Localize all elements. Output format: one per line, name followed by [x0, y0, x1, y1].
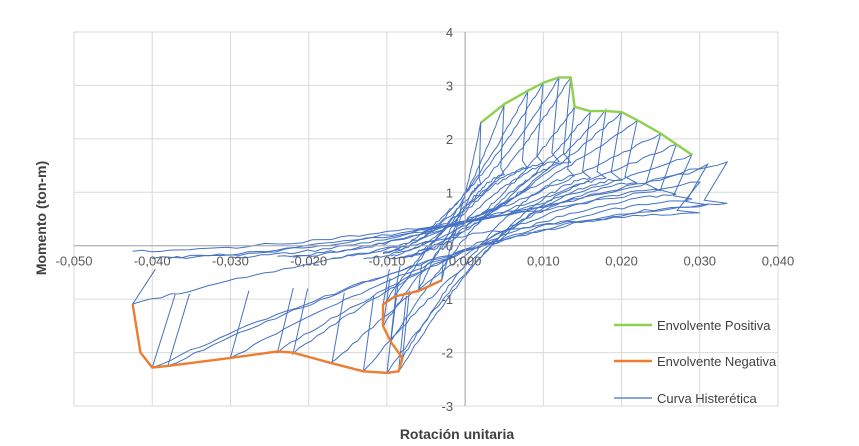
legend-label: Envolvente Negativa — [657, 354, 777, 369]
hysteresis-loop — [151, 161, 729, 369]
x-tick-label: 0,010 — [527, 254, 560, 269]
series-curva-histeretica — [131, 76, 729, 375]
axes — [74, 32, 778, 406]
x-tick-label: -0,010 — [368, 254, 405, 269]
y-tick-label: -2 — [442, 346, 454, 361]
y-tick-label: 4 — [446, 25, 453, 40]
y-tick-label: 3 — [446, 78, 453, 93]
y-tick-label: -3 — [442, 399, 454, 414]
y-tick-label: 2 — [446, 132, 453, 147]
hysteresis-loop — [362, 111, 623, 373]
hysteresis-loop — [276, 143, 678, 354]
x-tick-label: 0,030 — [684, 254, 717, 269]
series-envolvente-negativa — [131, 279, 443, 375]
x-tick-label: 0,040 — [762, 254, 795, 269]
legend-label: Curva Histerética — [657, 391, 757, 406]
y-tick-label: 0 — [446, 239, 453, 254]
x-tick-label: -0,020 — [290, 254, 327, 269]
legend-label: Envolvente Positiva — [657, 318, 771, 333]
x-tick-label: -0,040 — [134, 254, 171, 269]
x-tick-label: 0,000 — [449, 254, 482, 269]
series-envolvente-positiva — [480, 76, 693, 156]
hysteresis-loop — [229, 153, 694, 359]
hysteresis-loop — [331, 119, 638, 364]
legend: Envolvente Positiva Envolvente Negativa Cu… — [614, 318, 777, 406]
y-tick-label: -1 — [442, 292, 454, 307]
series-layer — [131, 76, 729, 375]
x-tick-label: -0,050 — [56, 254, 93, 269]
legend-item-envolvente-positiva: Envolvente Positiva — [614, 318, 771, 333]
y-tick-label: 1 — [446, 185, 453, 200]
legend-item-curva-histeretica: Curva Histerética — [614, 391, 757, 406]
hysteresis-loop — [167, 163, 709, 367]
x-tick-label: -0,030 — [212, 254, 249, 269]
hysteresis-loop — [131, 181, 701, 305]
y-axis-title: Momento (ton-m) — [33, 161, 49, 275]
tick-labels: -0,050 -0,040 -0,030 -0,020 -0,010 0,000 0,010… — [56, 25, 795, 414]
hysteresis-loop — [382, 76, 560, 328]
legend-item-envolvente-negativa: Envolvente Negativa — [614, 354, 777, 369]
x-axis-title: Rotación unitaria — [400, 426, 515, 442]
x-tick-label: 0,020 — [605, 254, 638, 269]
hysteresis-loop — [441, 121, 482, 282]
